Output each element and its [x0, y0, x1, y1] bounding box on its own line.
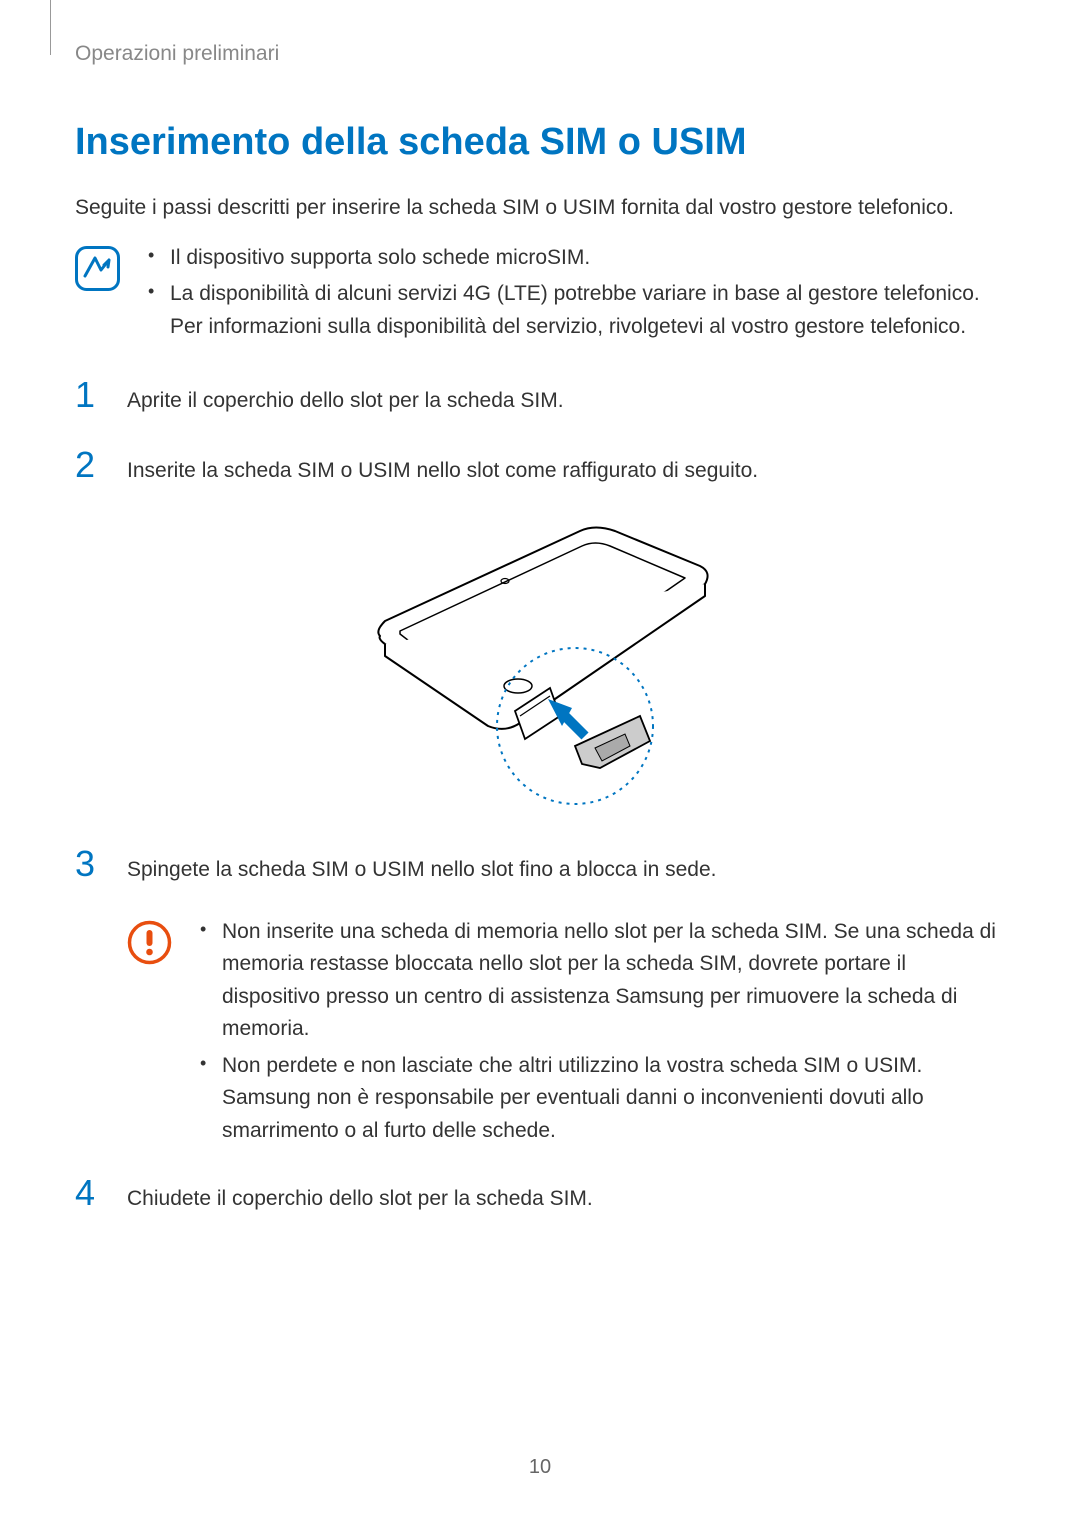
page-number: 10 [0, 1456, 1080, 1479]
sim-insert-illustration [75, 516, 1005, 816]
step-number: 2 [75, 447, 105, 483]
page-title: Inserimento della scheda SIM o USIM [75, 121, 1005, 164]
note-icon [75, 246, 120, 291]
intro-paragraph: Seguite i passi descritti per inserire l… [75, 192, 1005, 224]
warning-callout: Non inserite una scheda di memoria nello… [127, 916, 1005, 1152]
note-callout: Il dispositivo supporta solo schede micr… [75, 242, 1005, 348]
note-bullet-list: Il dispositivo supporta solo schede micr… [142, 242, 1005, 348]
step-text: Spingete la scheda SIM o USIM nello slot… [127, 850, 717, 886]
note-bullet-item: La disponibilità di alcuni servizi 4G (L… [142, 278, 1005, 343]
step-2: 2 Inserite la scheda SIM o USIM nello sl… [75, 447, 1005, 487]
step-1: 1 Aprite il coperchio dello slot per la … [75, 377, 1005, 417]
step-4: 4 Chiudete il coperchio dello slot per l… [75, 1175, 1005, 1215]
step-3: 3 Spingete la scheda SIM o USIM nello sl… [75, 846, 1005, 886]
step-number: 1 [75, 377, 105, 413]
warning-bullet-item: Non inserite una scheda di memoria nello… [194, 916, 1005, 1046]
section-label: Operazioni preliminari [75, 42, 1005, 66]
warning-bullet-item: Non perdete e non lasciate che altri uti… [194, 1050, 1005, 1148]
warning-bullet-list: Non inserite una scheda di memoria nello… [194, 916, 1005, 1152]
margin-indicator [50, 0, 51, 55]
step-text: Inserite la scheda SIM o USIM nello slot… [127, 451, 758, 487]
step-text: Chiudete il coperchio dello slot per la … [127, 1179, 593, 1215]
step-number: 4 [75, 1175, 105, 1211]
note-bullet-item: Il dispositivo supporta solo schede micr… [142, 242, 1005, 275]
page-content: Operazioni preliminari Inserimento della… [0, 0, 1080, 1215]
step-text: Aprite il coperchio dello slot per la sc… [127, 381, 564, 417]
warning-icon [127, 920, 172, 965]
step-number: 3 [75, 846, 105, 882]
